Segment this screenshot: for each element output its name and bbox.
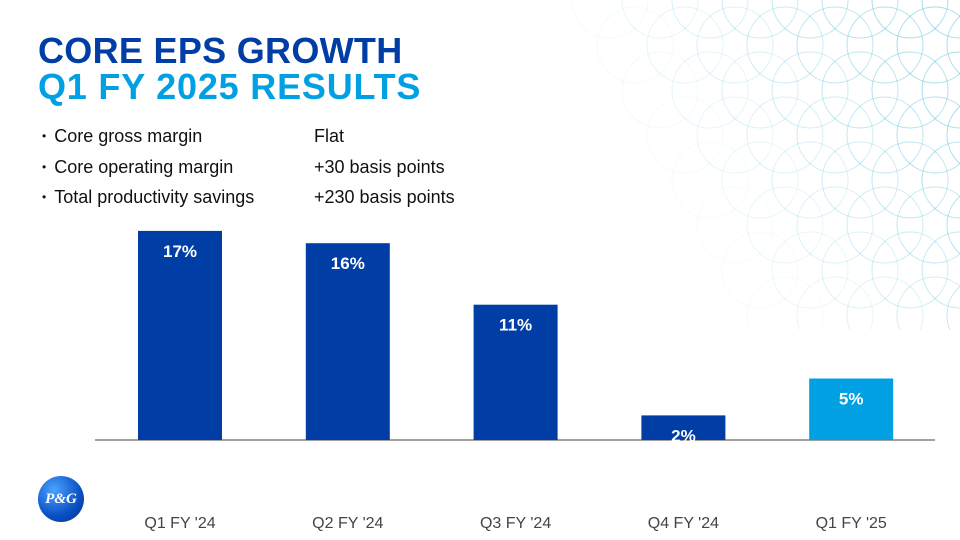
pattern-circle — [846, 276, 924, 330]
bullet-value: Flat — [314, 126, 345, 146]
bar — [809, 378, 894, 440]
pattern-circle — [746, 96, 824, 174]
decorative-circle-pattern — [571, 0, 960, 330]
data-label: 11% — [499, 316, 532, 335]
pattern-circle — [771, 141, 849, 219]
pattern-circle — [671, 141, 749, 219]
pattern-circle — [721, 0, 799, 39]
x-tick-label: Q3 FY '24 — [480, 515, 551, 532]
bar — [641, 415, 726, 440]
pattern-circle — [621, 51, 699, 129]
pattern-circle — [946, 195, 960, 255]
pattern-circle — [621, 0, 699, 39]
pattern-circle — [646, 6, 724, 84]
pattern-circle — [896, 186, 960, 264]
pattern-circle — [796, 96, 874, 174]
data-label: 17% — [163, 242, 197, 261]
pattern-circle — [921, 51, 960, 129]
pattern-circle — [896, 6, 960, 84]
pattern-circle — [821, 231, 899, 309]
pattern-circle — [821, 0, 899, 39]
pattern-circle — [946, 285, 960, 330]
pattern-circle — [821, 51, 899, 129]
pattern-circle — [871, 141, 949, 219]
bullet-value: +30 basis points — [314, 157, 445, 177]
pattern-circle — [846, 96, 924, 174]
pattern-circle — [846, 6, 924, 84]
x-tick-label: Q2 FY '24 — [312, 515, 383, 532]
bullet-item: • Total productivity savings — [42, 187, 255, 207]
x-tick-label: Q1 FY '25 — [816, 515, 887, 532]
pattern-circle — [696, 6, 774, 84]
pattern-circle — [671, 0, 749, 39]
pattern-circle — [746, 6, 824, 84]
bullet-item: • Core operating margin — [42, 157, 234, 177]
bullet-value: +230 basis points — [314, 187, 455, 207]
pattern-circle — [646, 96, 724, 174]
pattern-circle — [896, 276, 960, 330]
pattern-circle — [596, 6, 674, 84]
pattern-circle — [946, 15, 960, 75]
pattern-circle — [671, 51, 749, 129]
pattern-circle — [871, 231, 949, 309]
pattern-circle — [696, 96, 774, 174]
pattern-circle — [896, 96, 960, 174]
pattern-circle — [746, 276, 824, 330]
pattern-circle — [771, 231, 849, 309]
data-label: 5% — [839, 390, 864, 409]
pattern-circle — [871, 51, 949, 129]
pattern-circle — [821, 141, 899, 219]
pattern-circle — [871, 0, 949, 39]
pattern-circle — [771, 51, 849, 129]
pattern-circle — [796, 6, 874, 84]
bar — [305, 243, 390, 440]
title-line1: CORE EPS GROWTH — [38, 30, 403, 71]
bar — [138, 230, 222, 440]
bar — [473, 304, 558, 440]
data-label: 2% — [671, 426, 696, 445]
pattern-circle — [721, 231, 799, 309]
data-label: 16% — [331, 254, 365, 273]
x-tick-label: Q4 FY '24 — [648, 515, 719, 532]
x-tick-label: Q1 FY '24 — [144, 515, 215, 532]
pattern-circle — [721, 51, 799, 129]
pattern-circle — [721, 141, 799, 219]
pattern-circle — [796, 186, 874, 264]
pattern-circle — [571, 0, 649, 39]
pattern-circle — [796, 276, 874, 330]
bullet-item: • Core gross margin — [42, 126, 203, 146]
pattern-circle — [921, 231, 960, 309]
pattern-circle — [946, 105, 960, 165]
title-line2: Q1 FY 2025 RESULTS — [38, 66, 422, 107]
pattern-circle — [696, 186, 774, 264]
pg-logo: P&G — [38, 476, 84, 522]
pattern-circle — [846, 186, 924, 264]
pattern-circle — [921, 141, 960, 219]
pattern-circle — [746, 186, 824, 264]
pattern-circle — [771, 0, 849, 39]
